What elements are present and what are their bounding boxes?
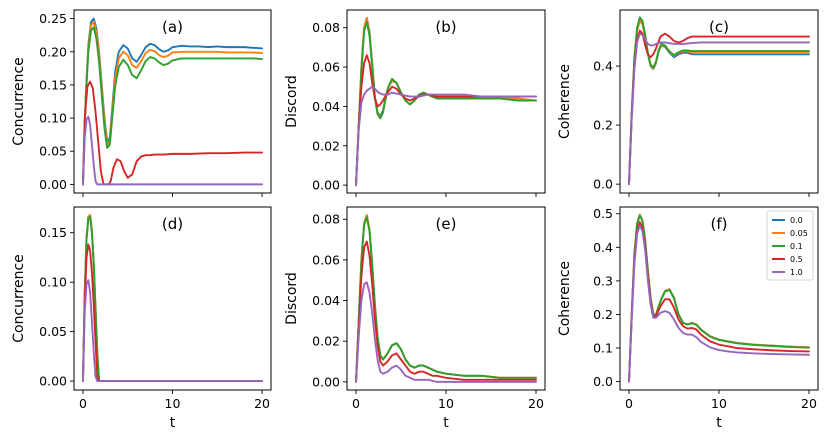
y-tick-label-c: 0.2 [593, 118, 613, 133]
panel-label-f: (f) [711, 215, 728, 233]
series-line-d-1_0 [81, 279, 263, 383]
series-line-c-0_1 [628, 16, 810, 186]
series-line-a-0_0 [81, 17, 263, 186]
y-axis-label-f: Coherence [557, 261, 573, 336]
y-tick-label-d: 0.10 [39, 275, 67, 290]
axes-frame-d [73, 206, 272, 391]
series-line-c-1_0 [628, 32, 810, 186]
y-tick-label-f: 0.2 [593, 307, 613, 322]
x-tick-label-d: 20 [254, 396, 270, 411]
panel-label-c: (c) [709, 18, 729, 36]
series-line-e-0_5 [355, 240, 537, 383]
x-axis-label-e: t [443, 415, 449, 431]
y-tick-label-b: 0.08 [312, 20, 340, 35]
panel-label-b: (b) [435, 18, 456, 36]
panel-label-a: (a) [162, 18, 183, 36]
y-tick-label-d: 0.15 [39, 225, 67, 240]
legend-label-0_05: 0.05 [790, 229, 808, 238]
y-tick-label-c: 0.0 [593, 177, 613, 192]
panel-label-d: (d) [162, 215, 183, 233]
y-tick-label-e: 0.00 [312, 374, 340, 389]
panel-b: 0.00 0.02 0.04 0.06 0.08 Discord (b) [284, 9, 546, 197]
y-tick-label-e: 0.02 [312, 334, 340, 349]
y-tick-label-e: 0.08 [312, 212, 340, 227]
series-line-a-1_0 [81, 115, 263, 186]
y-tick-label-a: 0.00 [39, 177, 67, 192]
y-tick-label-a: 0.15 [39, 77, 67, 92]
x-tick-label-f: 0 [625, 396, 633, 411]
series-line-d-0_1 [81, 215, 263, 383]
y-tick-label-f: 0.5 [593, 206, 613, 221]
y-tick-label-f: 0.1 [593, 341, 613, 356]
series-line-f-0_5 [628, 221, 810, 383]
y-tick-label-a: 0.20 [39, 44, 67, 59]
series-line-c-0_05 [628, 19, 810, 186]
y-tick-label-a: 0.25 [39, 11, 67, 26]
x-axis-label-d: t [170, 415, 176, 431]
panel-d: 0.00 0.05 0.10 0.15 0 10 20 Concurrence t (d) [11, 206, 272, 431]
y-tick-label-b: 0.00 [312, 178, 340, 193]
panel-c: 0.0 0.2 0.4 Coherence (c) [557, 9, 819, 197]
legend: 0.0 0.05 0.1 0.5 1.0 [766, 210, 814, 281]
y-tick-label-f: 0.4 [593, 240, 613, 255]
y-tick-label-e: 0.06 [312, 252, 340, 267]
y-tick-label-a: 0.10 [39, 111, 67, 126]
x-tick-label-d: 0 [79, 396, 87, 411]
y-axis-label-b: Discord [284, 75, 300, 128]
series-line-d-0_0 [81, 213, 263, 383]
series-line-e-0_05 [355, 214, 537, 383]
series-line-d-0_5 [81, 243, 263, 383]
panel-e: 0.00 0.02 0.04 0.06 0.08 0 10 20 Discord t (e) [284, 206, 546, 431]
series-line-f-0_1 [628, 214, 810, 383]
y-axis-label-a: Concurrence [11, 57, 27, 146]
y-tick-label-b: 0.02 [312, 138, 340, 153]
legend-frame [766, 210, 814, 281]
series-line-e-1_0 [355, 281, 537, 383]
y-axis-label-d: Concurrence [11, 254, 27, 343]
series-line-b-0_1 [355, 20, 537, 187]
series-line-f-1_0 [628, 224, 810, 383]
axes-frame-e [346, 206, 546, 391]
series-line-d-0_05 [81, 213, 263, 383]
y-tick-label-b: 0.06 [312, 60, 340, 75]
panel-a: 0.00 0.05 0.10 0.15 0.20 0.25 Concurrence (a) [11, 9, 272, 197]
legend-label-1_0: 1.0 [790, 268, 803, 277]
y-tick-label-b: 0.04 [312, 99, 340, 114]
series-line-c-0_5 [628, 29, 810, 186]
x-tick-label-f: 20 [801, 396, 817, 411]
series-line-e-0_0 [355, 214, 537, 383]
series-line-a-0_1 [81, 26, 263, 186]
x-tick-label-f: 10 [711, 396, 727, 411]
series-line-b-0_5 [355, 54, 537, 187]
y-tick-label-f: 0.0 [593, 374, 613, 389]
legend-label-0_5: 0.5 [790, 255, 803, 264]
series-line-e-0_1 [355, 216, 537, 383]
x-axis-label-f: t [716, 415, 722, 431]
panel-label-e: (e) [436, 215, 457, 233]
y-tick-label-c: 0.4 [593, 59, 613, 74]
y-axis-label-e: Discord [284, 272, 300, 325]
y-tick-label-f: 0.3 [593, 273, 613, 288]
legend-label-0_1: 0.1 [790, 242, 803, 251]
y-tick-label-a: 0.05 [39, 144, 67, 159]
x-tick-label-d: 10 [165, 396, 181, 411]
legend-label-0_0: 0.0 [790, 216, 803, 225]
x-tick-label-e: 0 [352, 396, 360, 411]
series-line-b-1_0 [355, 85, 537, 187]
y-axis-label-c: Coherence [557, 64, 573, 139]
y-tick-label-d: 0.05 [39, 324, 67, 339]
series-line-a-0_5 [81, 80, 263, 186]
y-tick-label-e: 0.04 [312, 293, 340, 308]
y-tick-label-d: 0.00 [39, 374, 67, 389]
x-tick-label-e: 10 [438, 396, 454, 411]
x-tick-label-e: 20 [528, 396, 544, 411]
